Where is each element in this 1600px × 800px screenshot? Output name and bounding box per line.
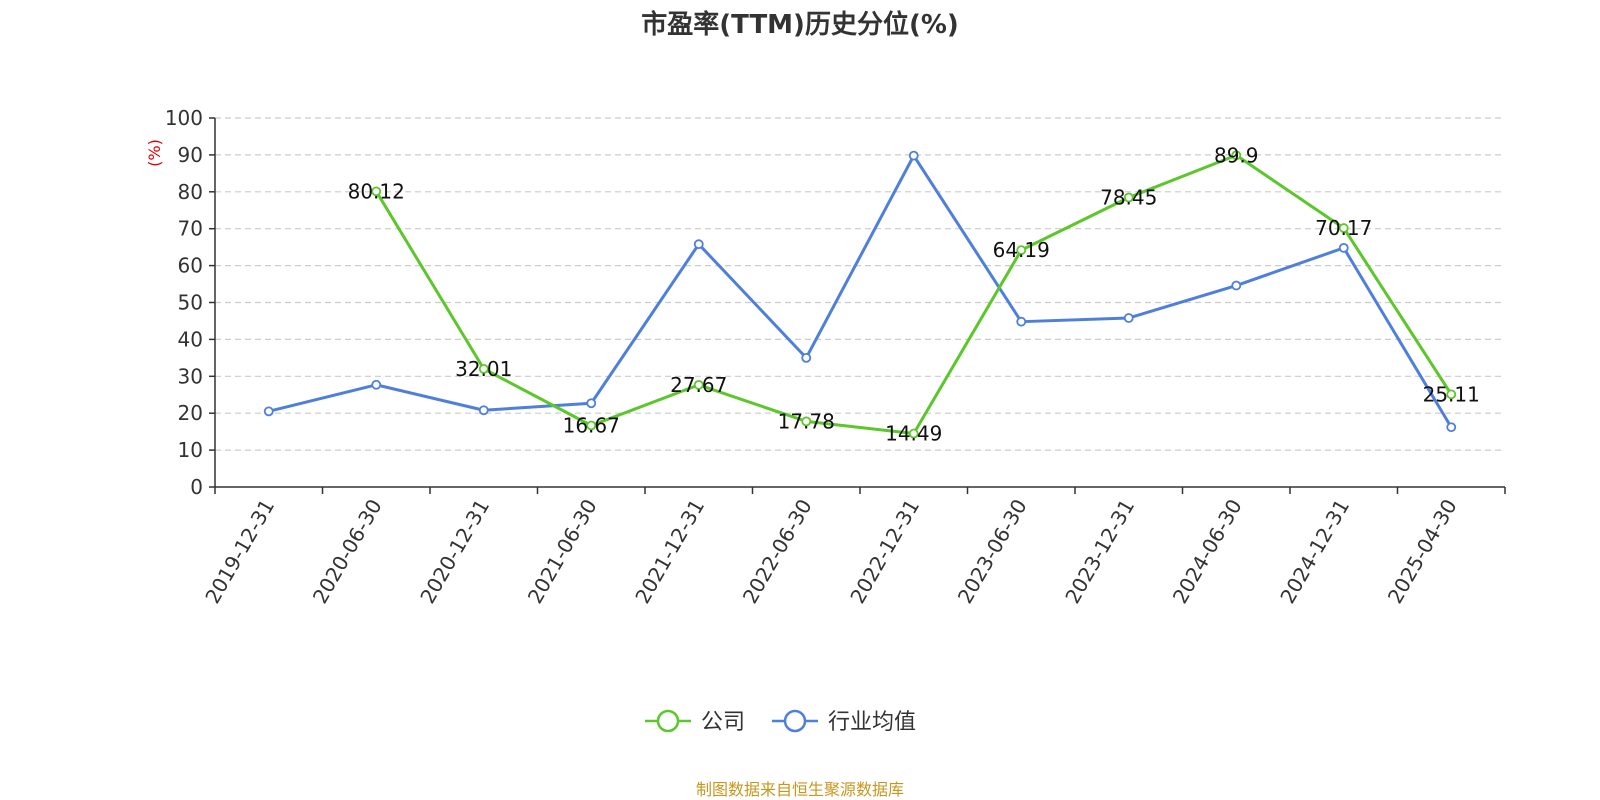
data-label: 25.11 <box>1423 382 1480 406</box>
data-label: 80.12 <box>348 179 405 203</box>
y-tick-label: 100 <box>165 106 203 130</box>
y-tick-label: 10 <box>178 438 203 462</box>
series-point-1 <box>1338 242 1349 253</box>
y-tick-label: 90 <box>178 143 203 167</box>
y-tick-label: 50 <box>178 291 203 315</box>
x-tick-label: 2021-12-31 <box>630 495 709 608</box>
series-point-0 <box>1231 150 1242 161</box>
series-point-1 <box>1446 422 1457 433</box>
legend-label: 公司 <box>701 710 745 735</box>
data-label: 27.67 <box>670 373 727 397</box>
series-point-0 <box>1016 245 1027 256</box>
series-point-1 <box>263 406 274 417</box>
series-point-1 <box>908 150 919 161</box>
data-label: 17.78 <box>778 409 835 433</box>
legend-marker <box>656 709 680 733</box>
x-tick-label: 2025-04-30 <box>1383 495 1462 608</box>
series-point-1 <box>1231 280 1242 291</box>
x-tick-label: 2024-12-31 <box>1275 495 1354 608</box>
series-line-0 <box>374 153 1453 436</box>
series-point-1 <box>801 352 812 363</box>
x-tick-label: 2023-06-30 <box>953 495 1032 608</box>
legend-item-0[interactable]: 公司 <box>645 709 745 735</box>
x-tick-label: 2019-12-31 <box>200 495 279 608</box>
series-layer <box>263 150 1457 439</box>
series-point-0 <box>693 379 704 390</box>
y-tick-label: 60 <box>178 254 203 278</box>
x-tick-label: 2023-12-31 <box>1060 495 1139 608</box>
data-label: 64.19 <box>993 238 1050 262</box>
series-point-1 <box>1123 313 1134 323</box>
x-tick-label: 2022-12-31 <box>845 495 924 608</box>
series-line-1 <box>268 154 1453 428</box>
y-tick-label: 40 <box>178 327 203 351</box>
y-axis-label: (%) <box>145 139 164 167</box>
chart-title: 市盈率(TTM)历史分位(%) <box>641 10 959 40</box>
series-point-0 <box>478 363 489 374</box>
series-point-0 <box>586 420 597 431</box>
y-tick-label: 0 <box>190 475 203 499</box>
x-tick-label: 2020-06-30 <box>308 495 387 608</box>
series-point-0 <box>1338 223 1349 233</box>
data-labels: 80.12 32.01 16.67 27.67 17.78 14.49 64.19 78.45… <box>348 143 1480 445</box>
y-tick-label: 70 <box>178 217 203 241</box>
data-label: 70.17 <box>1315 216 1372 240</box>
y-tick-label: 80 <box>178 180 203 204</box>
series-point-1 <box>586 398 597 409</box>
series-point-1 <box>693 239 704 250</box>
legend-label: 行业均值 <box>828 710 916 735</box>
data-label: 16.67 <box>563 413 620 437</box>
data-label: 32.01 <box>455 357 512 381</box>
x-tick-label: 2022-06-30 <box>738 495 817 608</box>
series-point-0 <box>908 428 919 439</box>
series-point-0 <box>1123 192 1134 203</box>
legend[interactable]: 公司 行业均值 <box>645 709 916 735</box>
data-label: 78.45 <box>1100 186 1157 210</box>
y-tick-label: 20 <box>178 401 203 425</box>
series-point-0 <box>371 186 382 197</box>
data-label: 14.49 <box>885 422 942 446</box>
y-tick-label: 30 <box>178 364 203 388</box>
x-tick-label: 2021-06-30 <box>523 495 602 608</box>
legend-item-1[interactable]: 行业均值 <box>772 709 916 735</box>
source-note: 制图数据来自恒生聚源数据库 <box>695 780 904 799</box>
series-point-1 <box>478 405 489 416</box>
series-point-1 <box>371 379 382 390</box>
x-tick-label: 2020-12-31 <box>415 495 494 608</box>
data-label: 89.9 <box>1214 143 1259 167</box>
series-point-1 <box>1016 316 1027 327</box>
series-point-0 <box>1446 389 1457 400</box>
x-tick-label: 2024-06-30 <box>1168 495 1247 608</box>
grid-lines <box>215 117 1505 451</box>
legend-marker <box>783 709 807 733</box>
series-point-0 <box>801 416 812 427</box>
